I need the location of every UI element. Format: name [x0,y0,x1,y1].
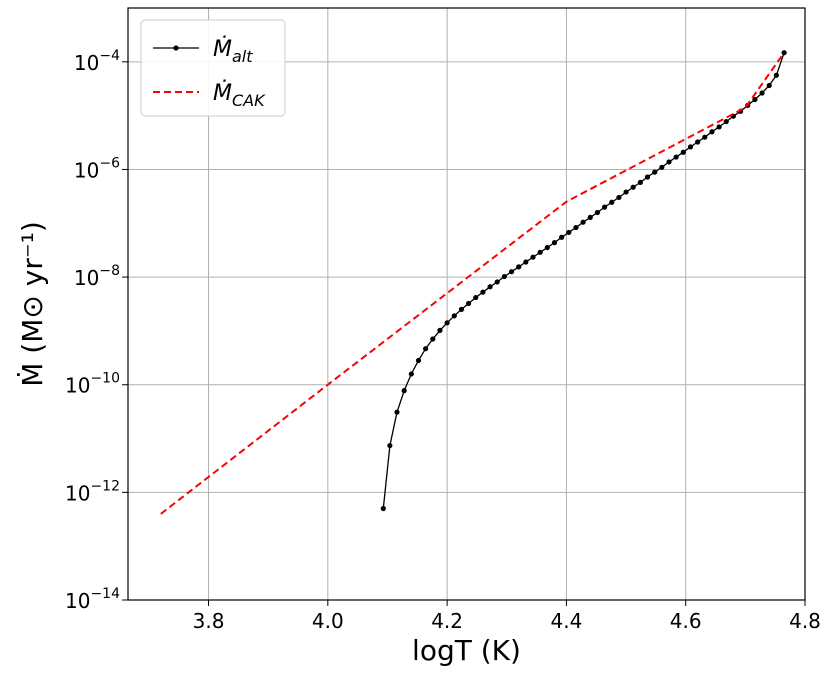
series-alt-point [573,224,579,231]
series-alt-point [544,244,550,251]
plot-frame [127,7,806,601]
series-alt-point [394,409,400,415]
series-alt-point [415,357,422,364]
series-alt-point [551,240,558,246]
series-alt-point [666,159,672,165]
series-alt-point [695,139,701,145]
y-axis-label-group: Ṁ (M⊙ yr⁻¹) [16,221,49,387]
series-alt-point [523,259,529,265]
series-alt-point [702,134,708,140]
series-alt-point [387,442,393,449]
series-alt-point [380,505,386,512]
series-alt-point [716,124,722,130]
series-alt-point [487,284,493,290]
x-tick-label: 4.0 [312,609,344,633]
series-alt-point [444,320,450,326]
series-alt-point [601,204,608,210]
x-tick-label: 4.4 [551,609,583,633]
series-alt-point [616,194,622,201]
y-axis-label: Ṁ (M⊙ yr⁻¹) [16,221,49,387]
series-alt-point [530,254,536,260]
x-tick-label: 4.6 [670,609,702,633]
x-axis-label: logT (K) [412,634,521,667]
series-alt-point [673,154,679,160]
x-tick-label: 4.8 [789,609,821,633]
series-alt-point [580,219,586,225]
x-tick-label: 4.2 [431,609,463,633]
series-cak-line [160,52,785,515]
series-alt-point [430,336,436,342]
series-alt-point [723,118,729,125]
legend-label: Ṁalt [213,36,253,66]
y-tick-label: 10−14 [65,586,120,613]
series-alt-point [759,90,765,96]
series-alt-point [609,199,615,205]
series-alt-point [687,144,694,150]
series-alt-point [508,269,515,275]
series-alt-point [473,294,479,301]
series-alt-point [423,346,429,352]
x-tick-label: 3.8 [193,609,225,633]
series-alt-point [465,300,472,307]
series-alt-point [437,327,443,333]
series-alt-point [494,279,500,285]
series-alt-point [566,229,572,236]
series-alt-point [501,273,507,280]
legend-label: ṀCAK [213,80,266,110]
y-tick-label: 10−4 [74,48,120,75]
y-tick-label: 10−12 [65,478,120,505]
series-alt-point [559,234,565,240]
y-tick-label: 10−10 [65,371,120,398]
legend: Ṁalt ṀCAK [140,19,286,117]
series-alt-point [709,129,715,135]
series-alt-point [623,189,629,195]
series-alt-point [458,306,465,312]
series-alt-point [408,371,414,377]
ticks: 3.8 4.0 4.2 4.4 4.6 4.8 10−14 10−12 10−10 10−8 10−… [65,48,821,633]
series-alt-point [652,169,658,175]
series-alt-point [537,249,543,255]
series-alt-point [637,179,643,185]
legend-swatch-marker [173,45,179,51]
series-alt-point [630,184,636,190]
series-alt-point [480,289,486,295]
series-alt-point [594,209,601,216]
series-alt-point [781,50,787,56]
series-alt-point [587,214,593,220]
series-alt-point [752,96,758,103]
y-tick-label: 10−6 [74,155,120,182]
series-alt-point [680,149,686,155]
y-tick-label: 10−8 [74,263,120,290]
series-alt-point [773,72,779,78]
series-alt-point [659,164,665,170]
series-alt-point [516,264,522,270]
series-alt-point [451,313,457,319]
series-alt-point [766,82,772,89]
series-alt-point [644,174,651,180]
series-layer [160,50,787,515]
series-alt-point [401,388,407,394]
